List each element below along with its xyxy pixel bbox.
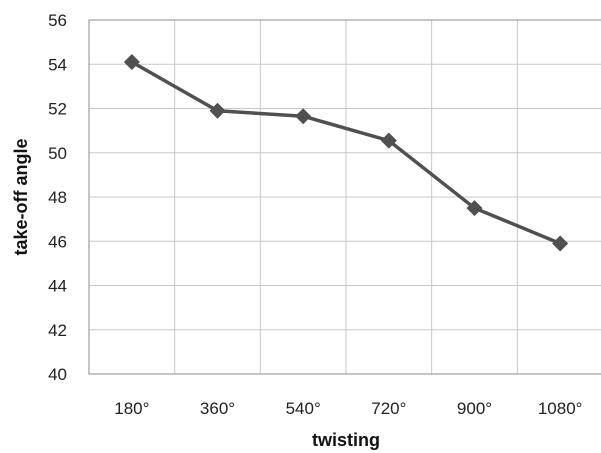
data-point-marker <box>123 54 140 71</box>
data-point-marker <box>552 235 569 252</box>
y-tick-label: 50 <box>48 144 67 163</box>
y-tick-label: 48 <box>48 188 67 207</box>
y-tick-label: 42 <box>48 321 67 340</box>
data-point-marker <box>380 132 397 149</box>
x-axis-ticks: 180° 360° 540° 720° 900° 1080° <box>114 399 582 418</box>
x-tick-label: 900° <box>457 399 492 418</box>
y-axis-ticks: 40 42 44 46 48 50 52 54 56 <box>48 11 67 384</box>
x-tick-label: 180° <box>114 399 149 418</box>
x-axis-title: twisting <box>312 430 380 450</box>
y-tick-label: 40 <box>48 365 67 384</box>
x-tick-label: 360° <box>200 399 235 418</box>
plot-area-border <box>88 19 601 375</box>
y-tick-label: 44 <box>48 277 67 296</box>
x-tick-label: 540° <box>286 399 321 418</box>
y-tick-label: 56 <box>48 11 67 30</box>
data-point-marker <box>295 108 312 125</box>
y-axis-title: take-off angle <box>11 138 31 255</box>
grid-lines <box>88 19 601 375</box>
y-tick-label: 46 <box>48 232 67 251</box>
data-point-marker <box>209 102 226 119</box>
y-tick-label: 52 <box>48 100 67 119</box>
data-point-marker <box>466 200 483 217</box>
x-tick-label: 1080° <box>538 399 583 418</box>
series-layer <box>123 54 569 252</box>
series-line <box>130 60 561 246</box>
x-tick-label: 720° <box>371 399 406 418</box>
y-tick-label: 54 <box>48 55 67 74</box>
